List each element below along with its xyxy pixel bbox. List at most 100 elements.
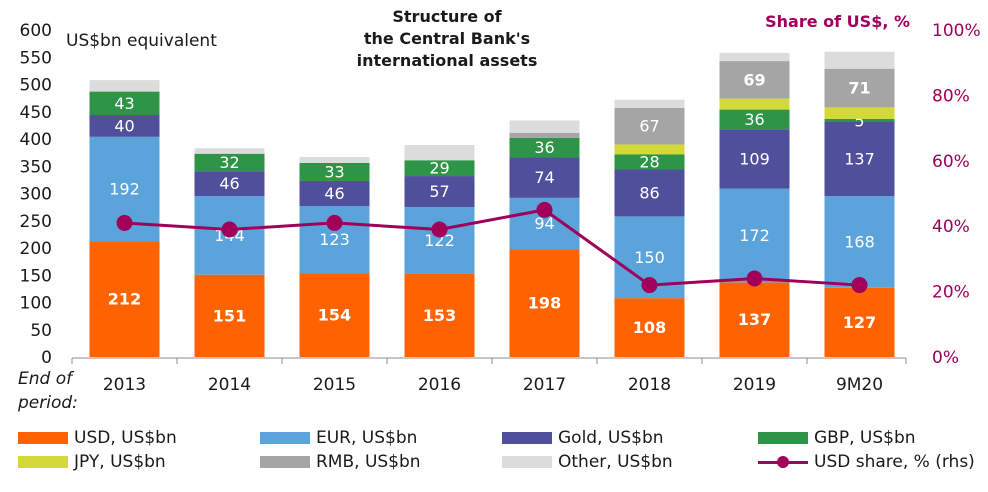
x-axis-label-line-2: period: — [17, 393, 78, 413]
data-label: 94 — [534, 214, 554, 233]
y-tick-label: 500 — [20, 76, 52, 96]
bar-segment-gold — [509, 157, 580, 198]
y-tick-label: 450 — [20, 103, 52, 123]
data-label: 153 — [423, 306, 456, 325]
data-label: 57 — [429, 182, 449, 201]
legend-label: Gold, US$bn — [558, 428, 664, 448]
bar-segment-other — [614, 99, 685, 108]
usd-share-point — [431, 221, 448, 238]
data-label: 5 — [854, 111, 864, 130]
bar-segment-usd — [89, 241, 160, 357]
legend-label: EUR, US$bn — [316, 428, 418, 448]
bar-stack-2017: 198 94 74 36 — [509, 120, 580, 357]
usd-share-line — [116, 201, 868, 294]
data-label: 36 — [744, 110, 764, 129]
data-label: 46 — [219, 174, 239, 193]
bar-segment-other — [719, 52, 790, 62]
legend-label: Other, US$bn — [558, 452, 673, 472]
bar-segment-usd — [509, 249, 580, 357]
data-label: 198 — [528, 294, 561, 313]
data-label: 86 — [639, 183, 659, 202]
bar-segment-usd — [194, 274, 265, 357]
data-label: 29 — [429, 159, 449, 178]
data-label: 151 — [213, 306, 246, 325]
chart-title-line-1: Structure of — [392, 7, 502, 26]
x-tick-label: 2017 — [523, 375, 566, 395]
legend-item: GBP, US$bn — [758, 428, 916, 448]
bar-segment-usd — [404, 273, 475, 357]
y-tick-label: 100 — [20, 294, 52, 314]
bar-segment-gold — [404, 176, 475, 208]
y-tick-label: 200 — [20, 239, 52, 259]
bar-segment-gold — [719, 129, 790, 189]
bar-stack-2015: 154 123 46 33 — [299, 156, 370, 357]
bar-segment-gbp — [614, 154, 685, 170]
data-label: 154 — [318, 306, 351, 325]
y-tick-label: 0 — [41, 348, 52, 368]
y-tick-label: 250 — [20, 212, 52, 232]
chart: Structure of the Central Bank's internat… — [17, 7, 981, 413]
bar-stack-2016: 153 122 57 29 — [404, 144, 475, 357]
legend-swatch — [260, 456, 310, 468]
usd-share-point — [851, 277, 868, 294]
data-label: 137 — [844, 149, 875, 168]
chart-title-line-2: the Central Bank's — [364, 29, 530, 48]
data-label: 108 — [633, 318, 666, 337]
bar-segment-rmb — [614, 107, 685, 145]
x-tick-label: 9M20 — [836, 375, 883, 395]
data-label: 33 — [324, 162, 344, 181]
data-label: 150 — [634, 248, 665, 267]
bar-segment-eur — [404, 207, 475, 274]
legend-item: JPY, US$bn — [18, 452, 166, 472]
y-tick-label: 300 — [20, 185, 52, 205]
data-label: 123 — [319, 230, 350, 249]
legend-item: USD, US$bn — [18, 428, 177, 448]
bar-segment-gold — [614, 169, 685, 217]
legend-label: RMB, US$bn — [316, 452, 421, 472]
bar-segment-rmb — [719, 61, 790, 99]
data-label: 32 — [219, 153, 239, 172]
y2-tick-label: 20% — [932, 283, 970, 303]
data-label: 172 — [739, 226, 770, 245]
bar-stack-9m20: 127 168 137 5 71 — [824, 51, 895, 357]
bar-segment-usd — [299, 273, 370, 357]
legend-swatch — [502, 432, 552, 444]
y2-axis-label: Share of US$, % — [765, 12, 910, 31]
data-label: 122 — [424, 231, 455, 250]
legend-item: RMB, US$bn — [260, 452, 421, 472]
bar-segment-jpy — [614, 144, 685, 155]
x-axis-label-line-1: End of — [18, 369, 75, 389]
data-label: 168 — [844, 233, 875, 252]
usd-share-point — [746, 270, 763, 287]
x-tick-label: 2016 — [418, 375, 461, 395]
bar-segment-gbp — [299, 162, 370, 181]
data-label: 46 — [324, 184, 344, 203]
legend-swatch — [758, 456, 808, 468]
y2-tick-label: 40% — [932, 217, 970, 237]
legend-label: USD share, % (rhs) — [814, 452, 975, 472]
bar-segment-gbp — [509, 137, 580, 158]
bar-segment-jpy — [824, 107, 895, 119]
legend-swatch — [502, 456, 552, 468]
bar-stack-2018: 108 150 86 28 67 — [614, 99, 685, 357]
y-tick-label: 350 — [20, 157, 52, 177]
legend-item: EUR, US$bn — [260, 428, 417, 448]
y-axis-ticks: 0 50 100 150 200 250 300 350 400 450 500 550 600 — [20, 21, 52, 368]
usd-share-point — [641, 277, 658, 294]
data-label: 28 — [639, 152, 659, 171]
bar-segment-gbp — [89, 91, 160, 116]
bar-segment-rmb — [824, 68, 895, 108]
x-tick-label: 2013 — [103, 375, 146, 395]
y2-tick-label: 100% — [932, 21, 981, 41]
bar-segment-other — [824, 51, 895, 69]
bar-segment-gbp — [719, 109, 790, 130]
x-tick-label: 2019 — [733, 375, 776, 395]
data-label: 71 — [848, 79, 870, 98]
usd-share-point — [221, 221, 238, 238]
y-axis-label: US$bn equivalent — [66, 31, 217, 51]
bars: 2121924043151144463215412346331531225729… — [89, 51, 895, 357]
bar-stack-2013: 212 192 40 43 — [89, 80, 160, 357]
chart-title-line-3: international assets — [357, 51, 538, 70]
bar-segment-usd — [824, 287, 895, 357]
bar-segment-other — [194, 148, 265, 154]
